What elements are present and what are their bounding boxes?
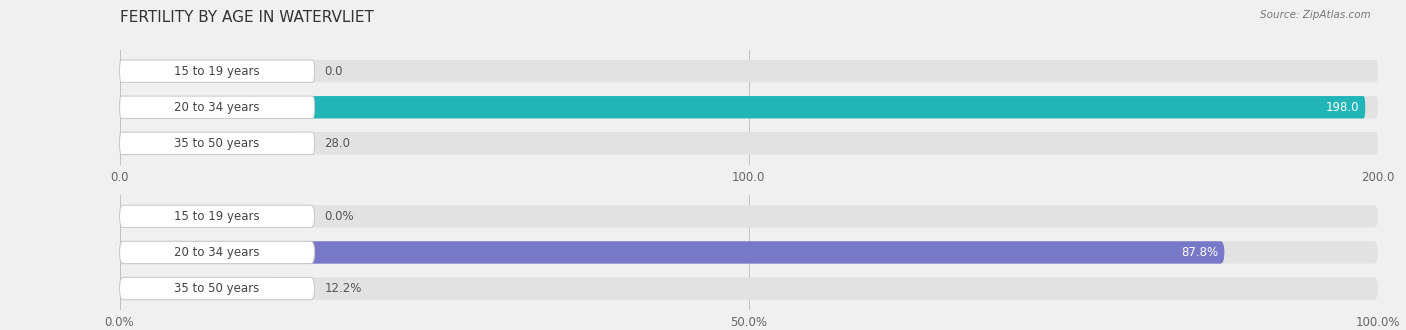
FancyBboxPatch shape [120,277,315,300]
Text: 12.2%: 12.2% [325,282,361,295]
Text: 15 to 19 years: 15 to 19 years [174,65,260,78]
FancyBboxPatch shape [120,241,1225,264]
FancyBboxPatch shape [120,60,1378,82]
Text: FERTILITY BY AGE IN WATERVLIET: FERTILITY BY AGE IN WATERVLIET [120,10,374,25]
Text: 87.8%: 87.8% [1181,246,1218,259]
Text: Source: ZipAtlas.com: Source: ZipAtlas.com [1260,10,1371,20]
FancyBboxPatch shape [120,132,1378,154]
FancyBboxPatch shape [120,205,1378,228]
Text: 0.0: 0.0 [325,65,343,78]
Text: 20 to 34 years: 20 to 34 years [174,101,260,114]
FancyBboxPatch shape [120,132,295,154]
Text: 35 to 50 years: 35 to 50 years [174,137,260,150]
FancyBboxPatch shape [120,277,1378,300]
Text: 198.0: 198.0 [1326,101,1360,114]
FancyBboxPatch shape [120,96,1378,118]
FancyBboxPatch shape [120,241,315,264]
Text: 20 to 34 years: 20 to 34 years [174,246,260,259]
Text: 15 to 19 years: 15 to 19 years [174,210,260,223]
FancyBboxPatch shape [120,205,315,228]
FancyBboxPatch shape [120,60,315,82]
Text: 35 to 50 years: 35 to 50 years [174,282,260,295]
FancyBboxPatch shape [120,277,273,300]
FancyBboxPatch shape [120,96,1365,118]
FancyBboxPatch shape [120,96,315,118]
FancyBboxPatch shape [120,132,315,154]
FancyBboxPatch shape [120,241,1378,264]
Text: 0.0%: 0.0% [325,210,354,223]
Text: 28.0: 28.0 [325,137,350,150]
